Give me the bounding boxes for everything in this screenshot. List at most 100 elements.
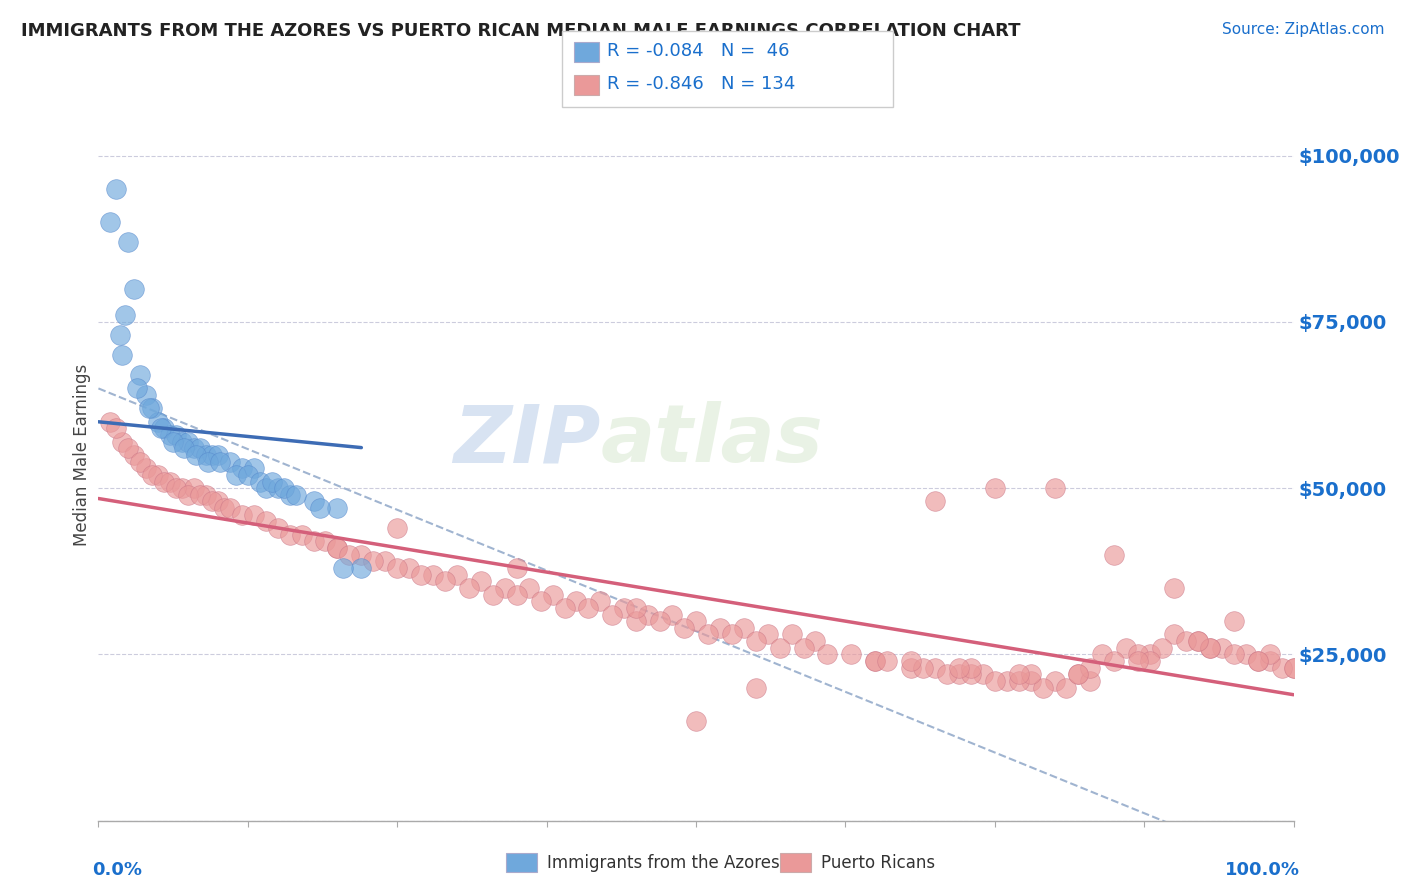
Point [1080,673,1102,688]
Point [124,282,146,296]
Point [589,594,612,608]
Point [159,475,181,489]
Point [291,527,314,541]
Point [1104,548,1126,562]
Point [153,421,176,435]
Point [685,714,707,728]
Point [578,600,600,615]
Point [1187,634,1209,648]
Point [243,461,266,475]
Point [188,488,211,502]
Point [530,594,553,608]
Point [302,534,325,549]
Point [260,475,283,489]
Point [960,661,983,675]
Point [249,475,271,489]
Point [284,488,307,502]
Point [1211,640,1233,655]
Point [332,561,354,575]
Point [804,634,827,648]
Point [267,481,290,495]
Point [458,581,481,595]
Point [721,627,744,641]
Text: Immigrants from the Azores: Immigrants from the Azores [547,854,780,871]
Point [125,381,148,395]
Point [1115,640,1137,655]
Point [1247,654,1270,668]
Point [374,554,396,568]
Point [111,434,134,449]
Point [350,561,373,575]
Point [339,548,361,562]
Point [733,621,755,635]
Point [149,421,172,435]
Text: Source: ZipAtlas.com: Source: ZipAtlas.com [1222,22,1385,37]
Point [1223,648,1246,662]
Point [817,648,839,662]
Point [148,415,170,429]
Point [984,673,1007,688]
Point [197,454,219,468]
Point [541,588,564,602]
Point [177,488,200,502]
Point [278,527,301,541]
Point [626,614,648,628]
Point [114,308,136,322]
Point [172,434,194,449]
Point [876,654,898,668]
Point [1128,648,1150,662]
Point [565,594,588,608]
Point [326,541,349,555]
Point [1067,667,1090,681]
Point [912,661,935,675]
Text: 100.0%: 100.0% [1225,861,1299,879]
Point [207,448,229,462]
Point [135,461,157,475]
Point [1128,654,1150,668]
Point [201,448,224,462]
Y-axis label: Median Male Earnings: Median Male Earnings [73,364,91,546]
Point [273,481,295,495]
Point [135,388,157,402]
Point [1139,654,1161,668]
Point [117,235,139,249]
Point [1234,648,1257,662]
Point [745,634,768,648]
Point [1104,654,1126,668]
Point [494,581,516,595]
Point [105,182,128,196]
Text: atlas: atlas [600,401,823,479]
Point [984,481,1007,495]
Point [554,600,576,615]
Point [1271,661,1294,675]
Point [1043,673,1066,688]
Point [1282,661,1305,675]
Point [1056,681,1078,695]
Point [108,328,131,343]
Point [650,614,672,628]
Point [117,442,139,456]
Point [637,607,659,622]
Point [1163,581,1185,595]
Point [183,481,205,495]
Text: R = -0.846   N = 134: R = -0.846 N = 134 [607,75,796,93]
Point [793,640,815,655]
Text: Puerto Ricans: Puerto Ricans [821,854,935,871]
Point [661,607,683,622]
Point [201,494,224,508]
Point [153,475,176,489]
Point [1258,648,1281,662]
Point [673,621,696,635]
Point [243,508,266,522]
Point [308,501,330,516]
Point [1163,627,1185,641]
Point [506,561,529,575]
Point [302,494,325,508]
Point [960,667,983,681]
Point [172,481,194,495]
Point [159,428,181,442]
Point [626,600,648,615]
Point [186,448,208,462]
Text: ZIP: ZIP [453,401,600,479]
Point [1019,673,1042,688]
